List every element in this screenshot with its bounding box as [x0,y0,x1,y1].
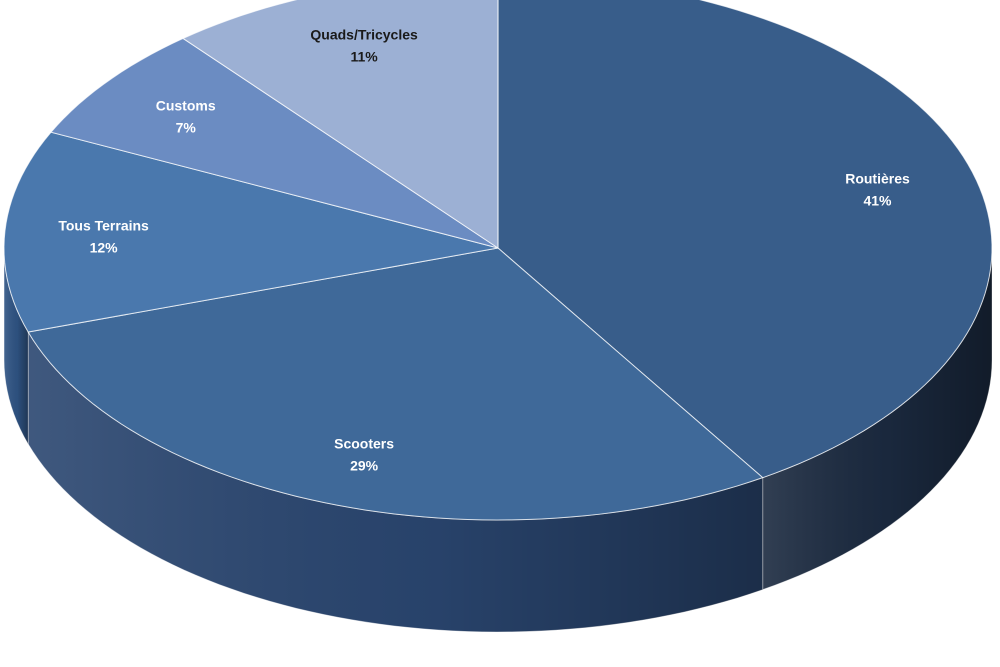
slice-category-label: Scooters [334,436,394,452]
pie-slice-quads-tricycles [182,0,499,249]
pie-slice-scooters [27,247,764,521]
slice-value-label: 11% [350,48,378,64]
slice-label-quads-tricycles: Quads/Tricycles 11% [310,26,418,64]
pie-slice-routieres [497,0,993,479]
slice-value-label: 7% [176,120,197,136]
slice-value-label: 29% [350,458,379,474]
pie-top-faces [3,0,993,521]
pie-slice-customs [50,37,499,249]
pie-side-shade-scooters [28,332,763,632]
pie-side-shade-tous-terrains [4,248,29,445]
slice-labels: Routières 41% Scooters 29% Tous Terrains 12% C… [58,26,910,474]
pie-side-shade-routieres [762,248,992,590]
slice-label-customs: Customs 7% [156,98,216,136]
slice-category-label: Quads/Tricycles [310,26,418,42]
slice-value-label: 41% [863,192,892,208]
slice-category-label: Customs [156,98,216,114]
slice-label-scooters: Scooters 29% [334,436,394,474]
pie-slice-tous-terrains [3,131,499,333]
slice-category-label: Routières [845,170,910,186]
slice-value-label: 12% [90,239,119,255]
slice-label-routieres: Routières 41% [845,170,910,208]
slice-category-label: Tous Terrains [58,217,149,233]
pie-side-walls [3,247,993,633]
slice-label-tous-terrains: Tous Terrains 12% [58,217,149,255]
